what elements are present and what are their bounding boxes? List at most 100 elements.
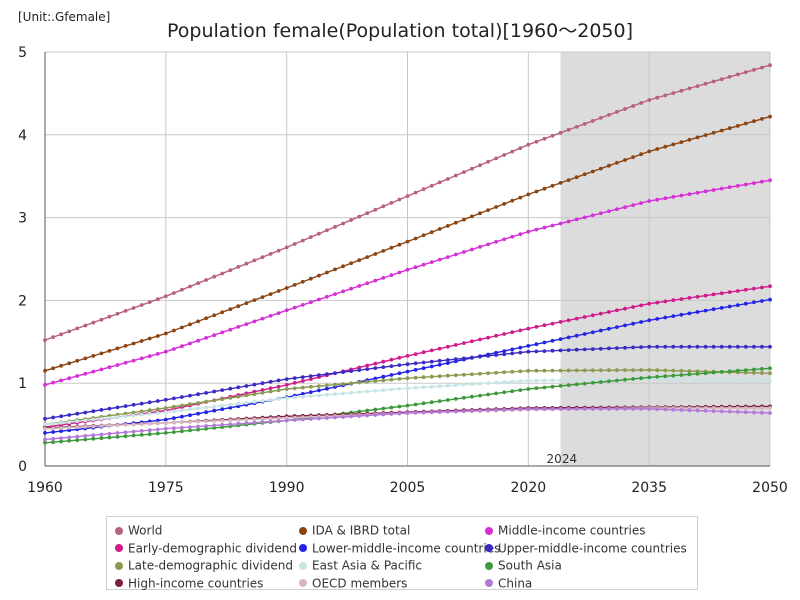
data-point (163, 294, 168, 299)
data-point (671, 298, 676, 303)
data-point (574, 382, 579, 387)
data-point (510, 351, 515, 356)
data-point (365, 281, 370, 286)
data-point (743, 182, 748, 187)
data-point (373, 207, 378, 212)
data-point (582, 215, 587, 220)
data-point (542, 340, 547, 345)
data-point (212, 408, 217, 413)
data-point (574, 175, 579, 180)
data-point (252, 400, 257, 404)
data-point (268, 252, 273, 256)
data-point (163, 426, 168, 431)
data-point (389, 387, 394, 392)
data-point (703, 406, 708, 410)
data-point (437, 180, 442, 185)
data-point (510, 347, 515, 352)
data-point (429, 384, 434, 389)
data-point (333, 392, 337, 396)
data-point (566, 219, 571, 224)
data-point (260, 255, 265, 260)
data-point (760, 285, 764, 290)
data-point (671, 373, 676, 378)
data-point (760, 117, 764, 121)
data-point (357, 390, 362, 394)
data-point (188, 428, 192, 433)
data-point (99, 424, 104, 428)
data-point (172, 328, 176, 333)
data-point (397, 411, 402, 416)
data-point (147, 300, 152, 304)
data-point (647, 199, 652, 203)
data-point (83, 437, 88, 442)
data-point (180, 403, 184, 408)
data-point (453, 220, 458, 225)
data-point (155, 418, 160, 423)
data-point (397, 371, 402, 376)
data-point (212, 389, 217, 394)
data-point (397, 355, 402, 360)
data-point (220, 418, 225, 423)
data-point (623, 205, 627, 210)
data-point (389, 412, 394, 416)
data-point (188, 420, 192, 424)
data-point (172, 404, 176, 409)
data-point (518, 388, 523, 392)
data-point (647, 318, 652, 323)
data-point (558, 368, 563, 373)
series-south-asia (43, 366, 772, 445)
data-point (566, 348, 571, 352)
data-point (349, 390, 353, 395)
data-point (300, 392, 305, 396)
legend-label: Early-demographic dividend (128, 541, 297, 555)
data-point (155, 399, 160, 403)
data-point (695, 377, 700, 382)
data-point (518, 345, 523, 350)
data-point (349, 369, 353, 373)
data-point (155, 352, 160, 356)
data-point (663, 374, 668, 379)
data-point (534, 349, 539, 354)
data-point (180, 287, 184, 292)
data-point (711, 409, 716, 413)
series-china (43, 407, 772, 442)
data-point (357, 365, 362, 370)
data-point (188, 341, 192, 346)
data-point (453, 383, 458, 388)
data-point (228, 422, 233, 427)
data-point (308, 384, 313, 389)
data-point (631, 305, 635, 309)
data-point (655, 197, 660, 202)
legend-label: Lower-middle-income countries (312, 541, 501, 555)
data-point (453, 397, 458, 401)
data-point (566, 335, 571, 340)
data-point (139, 429, 144, 433)
data-point (276, 311, 281, 315)
data-point (590, 169, 595, 174)
data-point (470, 166, 474, 171)
data-point (719, 128, 724, 133)
data-point (598, 328, 603, 333)
data-point (743, 368, 748, 372)
data-point (67, 428, 72, 433)
legend-label: South Asia (498, 558, 562, 573)
data-point (590, 380, 595, 385)
data-point (196, 419, 201, 424)
data-point (615, 160, 619, 165)
data-point (437, 346, 442, 351)
data-point (695, 294, 700, 299)
data-point (494, 353, 498, 357)
data-point (204, 424, 209, 428)
data-point (284, 245, 289, 250)
data-point (760, 299, 764, 303)
data-point (373, 252, 378, 256)
data-point (381, 365, 386, 369)
data-point (333, 225, 337, 229)
data-point (639, 368, 643, 372)
data-point (228, 418, 233, 423)
data-point (99, 432, 104, 437)
data-point (768, 406, 772, 410)
data-point (284, 383, 289, 387)
data-point (325, 392, 329, 397)
